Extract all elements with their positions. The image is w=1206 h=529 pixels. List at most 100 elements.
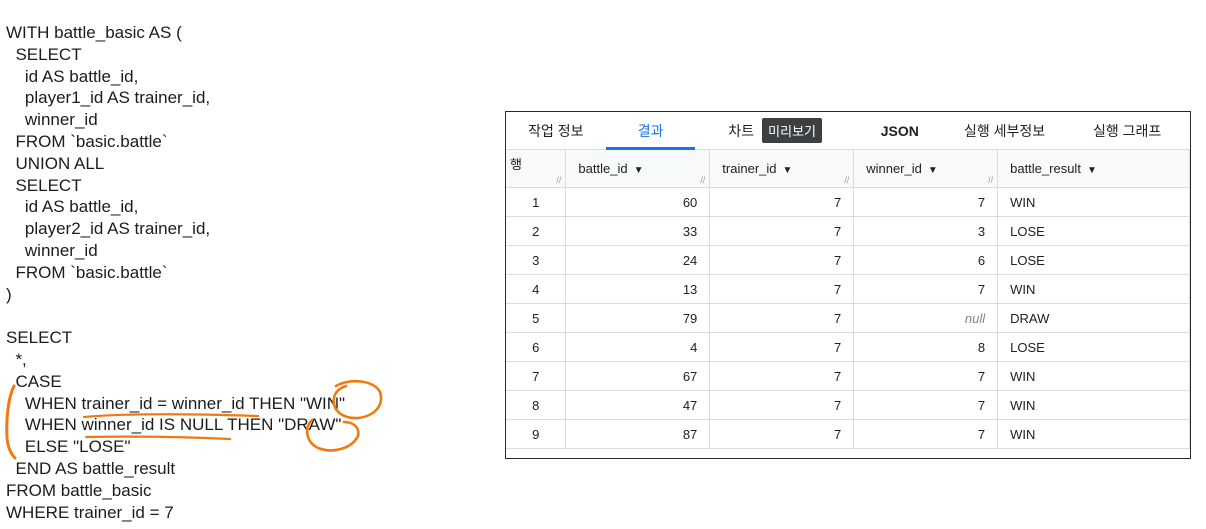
column-header-battle-id[interactable]: battle_id ▼ // [565,150,711,188]
code-line: WITH battle_basic AS ( [6,23,182,42]
table-cell: 7 [709,216,855,246]
code-line: UNION ALL [6,153,105,173]
code-line: *, [6,349,27,369]
row-number-cell: 7 [506,361,567,391]
table-cell: WIN [997,361,1190,391]
table-cell: 7 [709,361,855,391]
table-row: 3 24 7 6 LOSE [506,245,1190,275]
code-line: player2_id AS trainer_id, [6,219,211,239]
table-cell: 7 [709,419,855,449]
code-line: WHEN trainer_id = winner_id THEN "WIN" [6,393,346,413]
table-cell: LOSE [997,332,1190,362]
code-line [6,305,486,327]
table-cell: 7 [853,361,999,391]
table-cell: 7 [709,390,855,420]
table-cell: 8 [853,332,999,362]
code-line: FROM `basic.battle` [6,262,168,282]
query-results-panel: 작업 정보 결과 차트 미리보기 JSON 실행 세부정보 실행 그래프 행 /… [505,111,1191,459]
tab-job-info[interactable]: 작업 정보 [528,122,584,139]
table-cell: 7 [709,245,855,275]
preview-badge: 미리보기 [762,118,822,143]
table-cell: 47 [565,390,711,420]
code-line: id AS battle_id, [6,66,139,86]
table-cell: LOSE [997,216,1190,246]
row-number-cell: 2 [506,216,567,246]
table-header-row: 행 // battle_id ▼ // trainer_id ▼ // winner… [506,150,1190,188]
table-cell: 33 [565,216,711,246]
null-cell: null [853,303,999,333]
row-number-cell: 3 [506,245,567,275]
resize-handle-icon[interactable]: // [556,175,562,185]
table-cell: WIN [997,187,1190,217]
table-cell: 87 [565,419,711,449]
table-cell: 7 [709,332,855,362]
table-row: 5 79 7 null DRAW [506,303,1190,333]
code-line: FROM battle_basic [6,480,152,500]
tab-execution-details[interactable]: 실행 세부정보 [963,122,1046,139]
table-cell: 7 [853,274,999,304]
table-cell: LOSE [997,245,1190,275]
table-row: 2 33 7 3 LOSE [506,216,1190,246]
table-cell: DRAW [997,303,1190,333]
tab-execution-graph[interactable]: 실행 그래프 [1093,122,1162,139]
row-number-cell: 4 [506,274,567,304]
table-cell: 7 [853,390,999,420]
table-cell: 6 [853,245,999,275]
sort-caret-icon[interactable]: ▼ [1086,165,1097,176]
code-line: id AS battle_id, [6,197,139,217]
column-header-trainer-id[interactable]: trainer_id ▼ // [709,150,855,188]
row-number-cell: 1 [506,187,567,217]
table-cell: 24 [565,245,711,275]
table-cell: 7 [853,419,999,449]
column-header-label: battle_result [1010,161,1081,176]
code-line: player1_id AS trainer_id, [6,88,211,108]
resize-handle-icon[interactable]: // [844,175,850,185]
table-row: 1 60 7 7 WIN [506,187,1190,217]
code-line: WHERE trainer_id = 7 [6,502,174,522]
code-line: ELSE "LOSE" [6,437,131,457]
table-row: 8 47 7 7 WIN [506,390,1190,420]
table-cell: 4 [565,332,711,362]
table-cell: 7 [709,274,855,304]
row-number-cell: 9 [506,419,567,449]
row-number-header: 행 // [506,150,567,188]
sort-caret-icon[interactable]: ▼ [633,165,644,176]
code-line: SELECT [6,44,82,64]
table-cell: 13 [565,274,711,304]
code-line: WHEN winner_id IS NULL THEN "DRAW" [6,415,342,435]
table-cell: 7 [709,303,855,333]
code-line: END AS battle_result [6,458,176,478]
results-tab-bar: 작업 정보 결과 차트 미리보기 JSON 실행 세부정보 실행 그래프 [506,112,1190,150]
table-cell: 7 [709,187,855,217]
column-header-label: winner_id [866,161,922,176]
tab-chart[interactable]: 차트 미리보기 [695,112,855,149]
table-cell: 7 [853,187,999,217]
tab-results[interactable]: 결과 [605,112,696,150]
row-number-header-label: 행 [510,157,522,172]
code-line: SELECT [6,175,82,195]
row-number-cell: 8 [506,390,567,420]
table-cell: WIN [997,390,1190,420]
column-header-label: battle_id [578,161,628,176]
table-row: 9 87 7 7 WIN [506,419,1190,449]
resize-handle-icon[interactable]: // [988,175,994,185]
table-cell: WIN [997,274,1190,304]
code-line: CASE [6,371,62,391]
row-number-cell: 6 [506,332,567,362]
results-table: 행 // battle_id ▼ // trainer_id ▼ // winner… [506,150,1190,449]
table-row: 6 4 7 8 LOSE [506,332,1190,362]
column-header-winner-id[interactable]: winner_id ▼ // [853,150,999,188]
code-line: winner_id [6,110,98,130]
sort-caret-icon[interactable]: ▼ [782,165,793,176]
tab-json[interactable]: JSON [880,122,919,139]
row-number-cell: 5 [506,303,567,333]
table-cell: 60 [565,187,711,217]
column-header-battle-result[interactable]: battle_result ▼ [997,150,1190,188]
column-header-label: trainer_id [722,161,777,176]
resize-handle-icon[interactable]: // [700,175,706,185]
table-row: 4 13 7 7 WIN [506,274,1190,304]
sort-caret-icon[interactable]: ▼ [927,165,938,176]
code-line: FROM `basic.battle` [6,131,168,151]
sql-code-block: WITH battle_basic AS ( SELECT id AS batt… [6,22,486,523]
table-cell: WIN [997,419,1190,449]
